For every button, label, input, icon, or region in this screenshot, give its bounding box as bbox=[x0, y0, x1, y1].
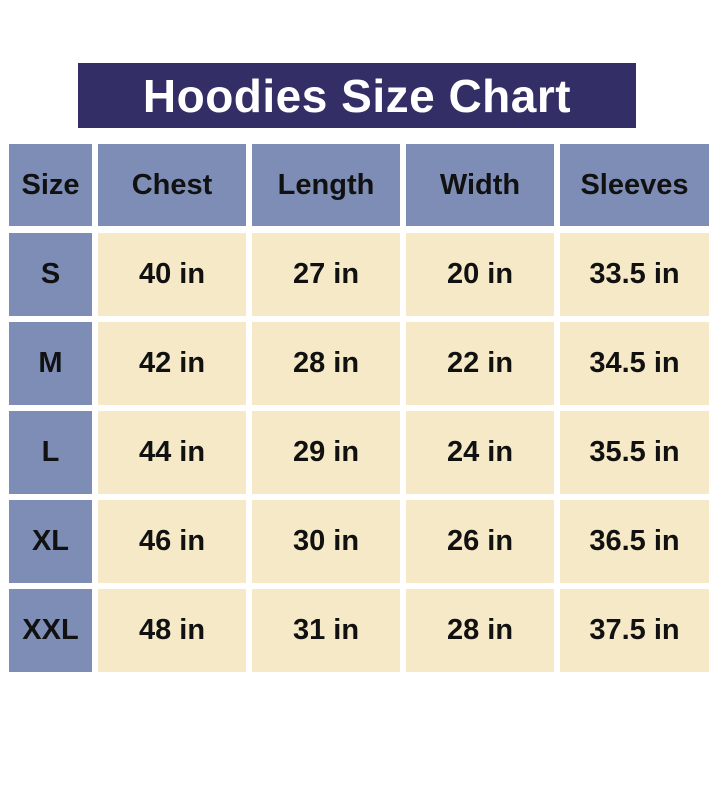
size-label: L bbox=[9, 411, 92, 494]
size-label: XL bbox=[9, 500, 92, 583]
size-label: XXL bbox=[9, 589, 92, 672]
measurement-cell: 34.5 in bbox=[560, 322, 709, 405]
size-label: M bbox=[9, 322, 92, 405]
measurement-cell: 20 in bbox=[406, 233, 554, 316]
measurement-cell: 22 in bbox=[406, 322, 554, 405]
measurement-cell: 35.5 in bbox=[560, 411, 709, 494]
measurement-cell: 40 in bbox=[98, 233, 246, 316]
measurement-cell: 46 in bbox=[98, 500, 246, 583]
column-header-width: Width bbox=[406, 144, 554, 226]
measurement-cell: 30 in bbox=[252, 500, 400, 583]
column-header-sleeves: Sleeves bbox=[560, 144, 709, 226]
measurement-cell: 37.5 in bbox=[560, 589, 709, 672]
measurement-cell: 36.5 in bbox=[560, 500, 709, 583]
column-header-length: Length bbox=[252, 144, 400, 226]
measurement-cell: 48 in bbox=[98, 589, 246, 672]
column-header-chest: Chest bbox=[98, 144, 246, 226]
measurement-cell: 44 in bbox=[98, 411, 246, 494]
chart-title: Hoodies Size Chart bbox=[78, 63, 636, 128]
measurement-cell: 33.5 in bbox=[560, 233, 709, 316]
measurement-cell: 31 in bbox=[252, 589, 400, 672]
measurement-cell: 27 in bbox=[252, 233, 400, 316]
measurement-cell: 28 in bbox=[252, 322, 400, 405]
size-label: S bbox=[9, 233, 92, 316]
measurement-cell: 28 in bbox=[406, 589, 554, 672]
column-header-size: Size bbox=[9, 144, 92, 226]
measurement-cell: 26 in bbox=[406, 500, 554, 583]
measurement-cell: 42 in bbox=[98, 322, 246, 405]
measurement-cell: 24 in bbox=[406, 411, 554, 494]
measurement-cell: 29 in bbox=[252, 411, 400, 494]
